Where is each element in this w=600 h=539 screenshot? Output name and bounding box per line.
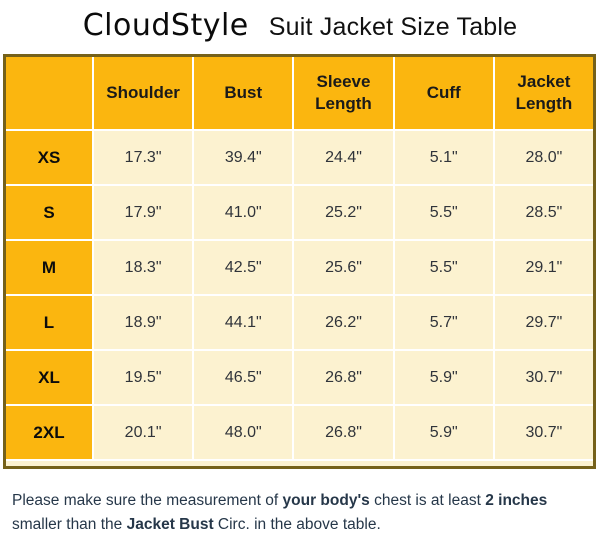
cell-s-bust: 41.0" [194,186,293,239]
note-segment-bold: Jacket Bust [126,516,214,534]
cell-s-jacket-length: 28.5" [494,186,593,239]
cell-l-bust: 44.1" [194,296,293,349]
cell-2xl-bust: 48.0" [194,406,293,459]
cell-m-shoulder: 18.3" [94,241,193,294]
row-label-m: M [6,241,92,294]
cell-s-cuff: 5.5" [394,186,493,239]
row-label-2xl: 2XL [6,406,92,459]
cell-xs-sleeve-length: 24.4" [294,131,393,184]
note-segment: smaller than the [12,516,127,534]
cell-s-shoulder: 17.9" [94,186,193,239]
note-segment-bold: your body's [282,492,370,509]
cell-xl-bust: 46.5" [194,351,293,404]
cell-xs-bust: 39.4" [194,131,293,184]
brand-logo: CloudStyle [82,8,249,43]
cell-xs-jacket-length: 28.0" [494,131,593,184]
table-bottom-padding [6,461,593,466]
cell-2xl-shoulder: 20.1" [94,406,193,459]
column-header-shoulder: Shoulder [94,57,193,129]
column-header-jacket-length: Jacket Length [494,57,593,129]
cell-xl-sleeve-length: 26.8" [294,351,393,404]
column-header-cuff: Cuff [394,57,493,129]
cell-m-sleeve-length: 25.6" [294,241,393,294]
cell-xl-shoulder: 19.5" [94,351,193,404]
note-segment-bold: 2 inches [485,492,548,509]
cell-xs-cuff: 5.1" [394,131,493,184]
page-header: CloudStyle Suit Jacket Size Table [0,0,600,54]
cell-s-sleeve-length: 25.2" [294,186,393,239]
cell-xl-jacket-length: 30.7" [494,351,593,404]
note-segment: chest is at least [369,492,486,509]
cell-l-shoulder: 18.9" [94,296,193,349]
note-segment: Please make sure the measurement of [12,492,283,509]
cell-l-jacket-length: 29.7" [494,296,593,349]
page-title: Suit Jacket Size Table [268,13,518,41]
cell-m-jacket-length: 29.1" [494,241,593,294]
row-label-xs: XS [6,131,92,184]
measurement-note: Please make sure the measurement of your… [12,489,578,537]
row-label-s: S [6,186,92,239]
cell-m-cuff: 5.5" [394,241,493,294]
row-label-xl: XL [6,351,92,404]
cell-2xl-sleeve-length: 26.8" [294,406,393,459]
column-header-bust: Bust [194,57,293,129]
size-table: Shoulder Bust Sleeve Length Cuff Jacket … [3,54,596,469]
row-label-l: L [6,296,92,349]
cell-l-sleeve-length: 26.2" [294,296,393,349]
cell-2xl-cuff: 5.9" [394,406,493,459]
cell-2xl-jacket-length: 30.7" [494,406,593,459]
cell-l-cuff: 5.7" [394,296,493,349]
note-segment: Circ. in the above table. [213,516,381,534]
cell-xs-shoulder: 17.3" [94,131,193,184]
cell-xl-cuff: 5.9" [394,351,493,404]
cell-m-bust: 42.5" [194,241,293,294]
column-header-empty [6,57,92,129]
column-header-sleeve-length: Sleeve Length [294,57,393,129]
